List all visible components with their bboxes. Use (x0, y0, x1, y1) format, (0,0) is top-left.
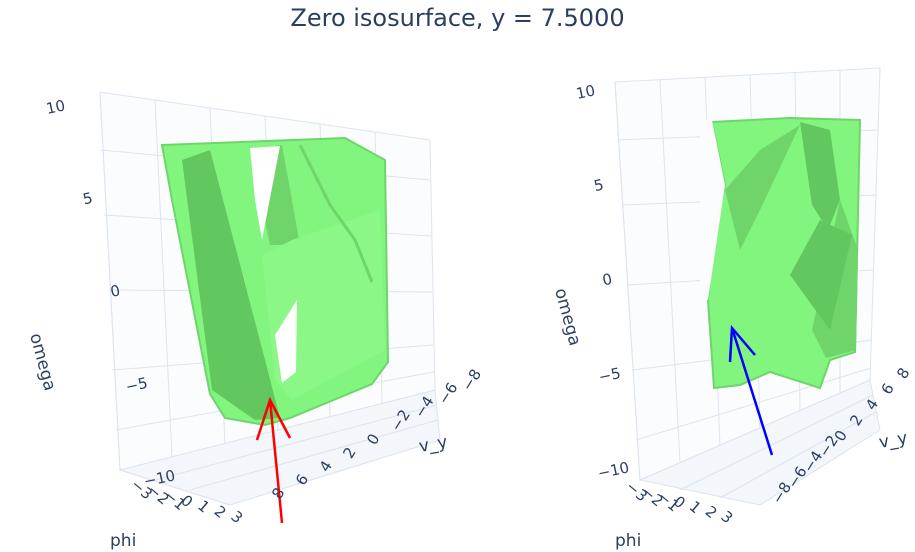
right-arrow (728, 324, 774, 456)
left-z-tick-label: 10 (44, 96, 66, 118)
left-x-tick-label: 3 (227, 507, 246, 527)
right-yaxis-title: v_y (877, 428, 909, 453)
right-zticks: 10 5 0 −5 −10 (574, 81, 630, 482)
left-x-tick-label: 1 (194, 497, 213, 517)
right-isosurface (700, 116, 862, 390)
left-z-tick-label: 0 (109, 281, 122, 301)
left-isosurface (160, 136, 390, 427)
left-x-tick-label: 2 (211, 502, 230, 522)
right-y-tick-label: 6 (878, 380, 898, 398)
left-y-tick-label: −8 (458, 366, 485, 394)
right-z-tick-label: 10 (574, 81, 596, 103)
right-floor-grid (638, 379, 881, 506)
left-z-tick-label: 5 (81, 189, 94, 209)
left-floor-grid (118, 389, 441, 506)
right-x-tick-label: 1 (686, 497, 705, 517)
right-z-tick-label: −10 (596, 458, 631, 482)
left-z-tick-label: −5 (124, 374, 149, 396)
left-yaxis-title: v_y (417, 432, 449, 457)
figure-title: Zero isosurface, y = 7.5000 (290, 4, 625, 32)
left-xaxis-title: phi (110, 531, 136, 551)
right-zaxis-title: omega (550, 286, 584, 348)
right-xaxis-title: phi (615, 531, 641, 551)
left-zaxis-title: omega (25, 331, 59, 393)
left-y-tick-label: −6 (434, 379, 461, 407)
left-arrow (255, 396, 292, 524)
right-y-tick-label: 8 (893, 364, 913, 382)
right-x-tick-label: 3 (717, 507, 736, 527)
right-z-tick-label: 0 (601, 270, 614, 290)
right-z-tick-label: −5 (597, 364, 622, 386)
right-z-tick-label: 5 (592, 176, 605, 196)
right-x-tick-label: 2 (702, 502, 721, 522)
